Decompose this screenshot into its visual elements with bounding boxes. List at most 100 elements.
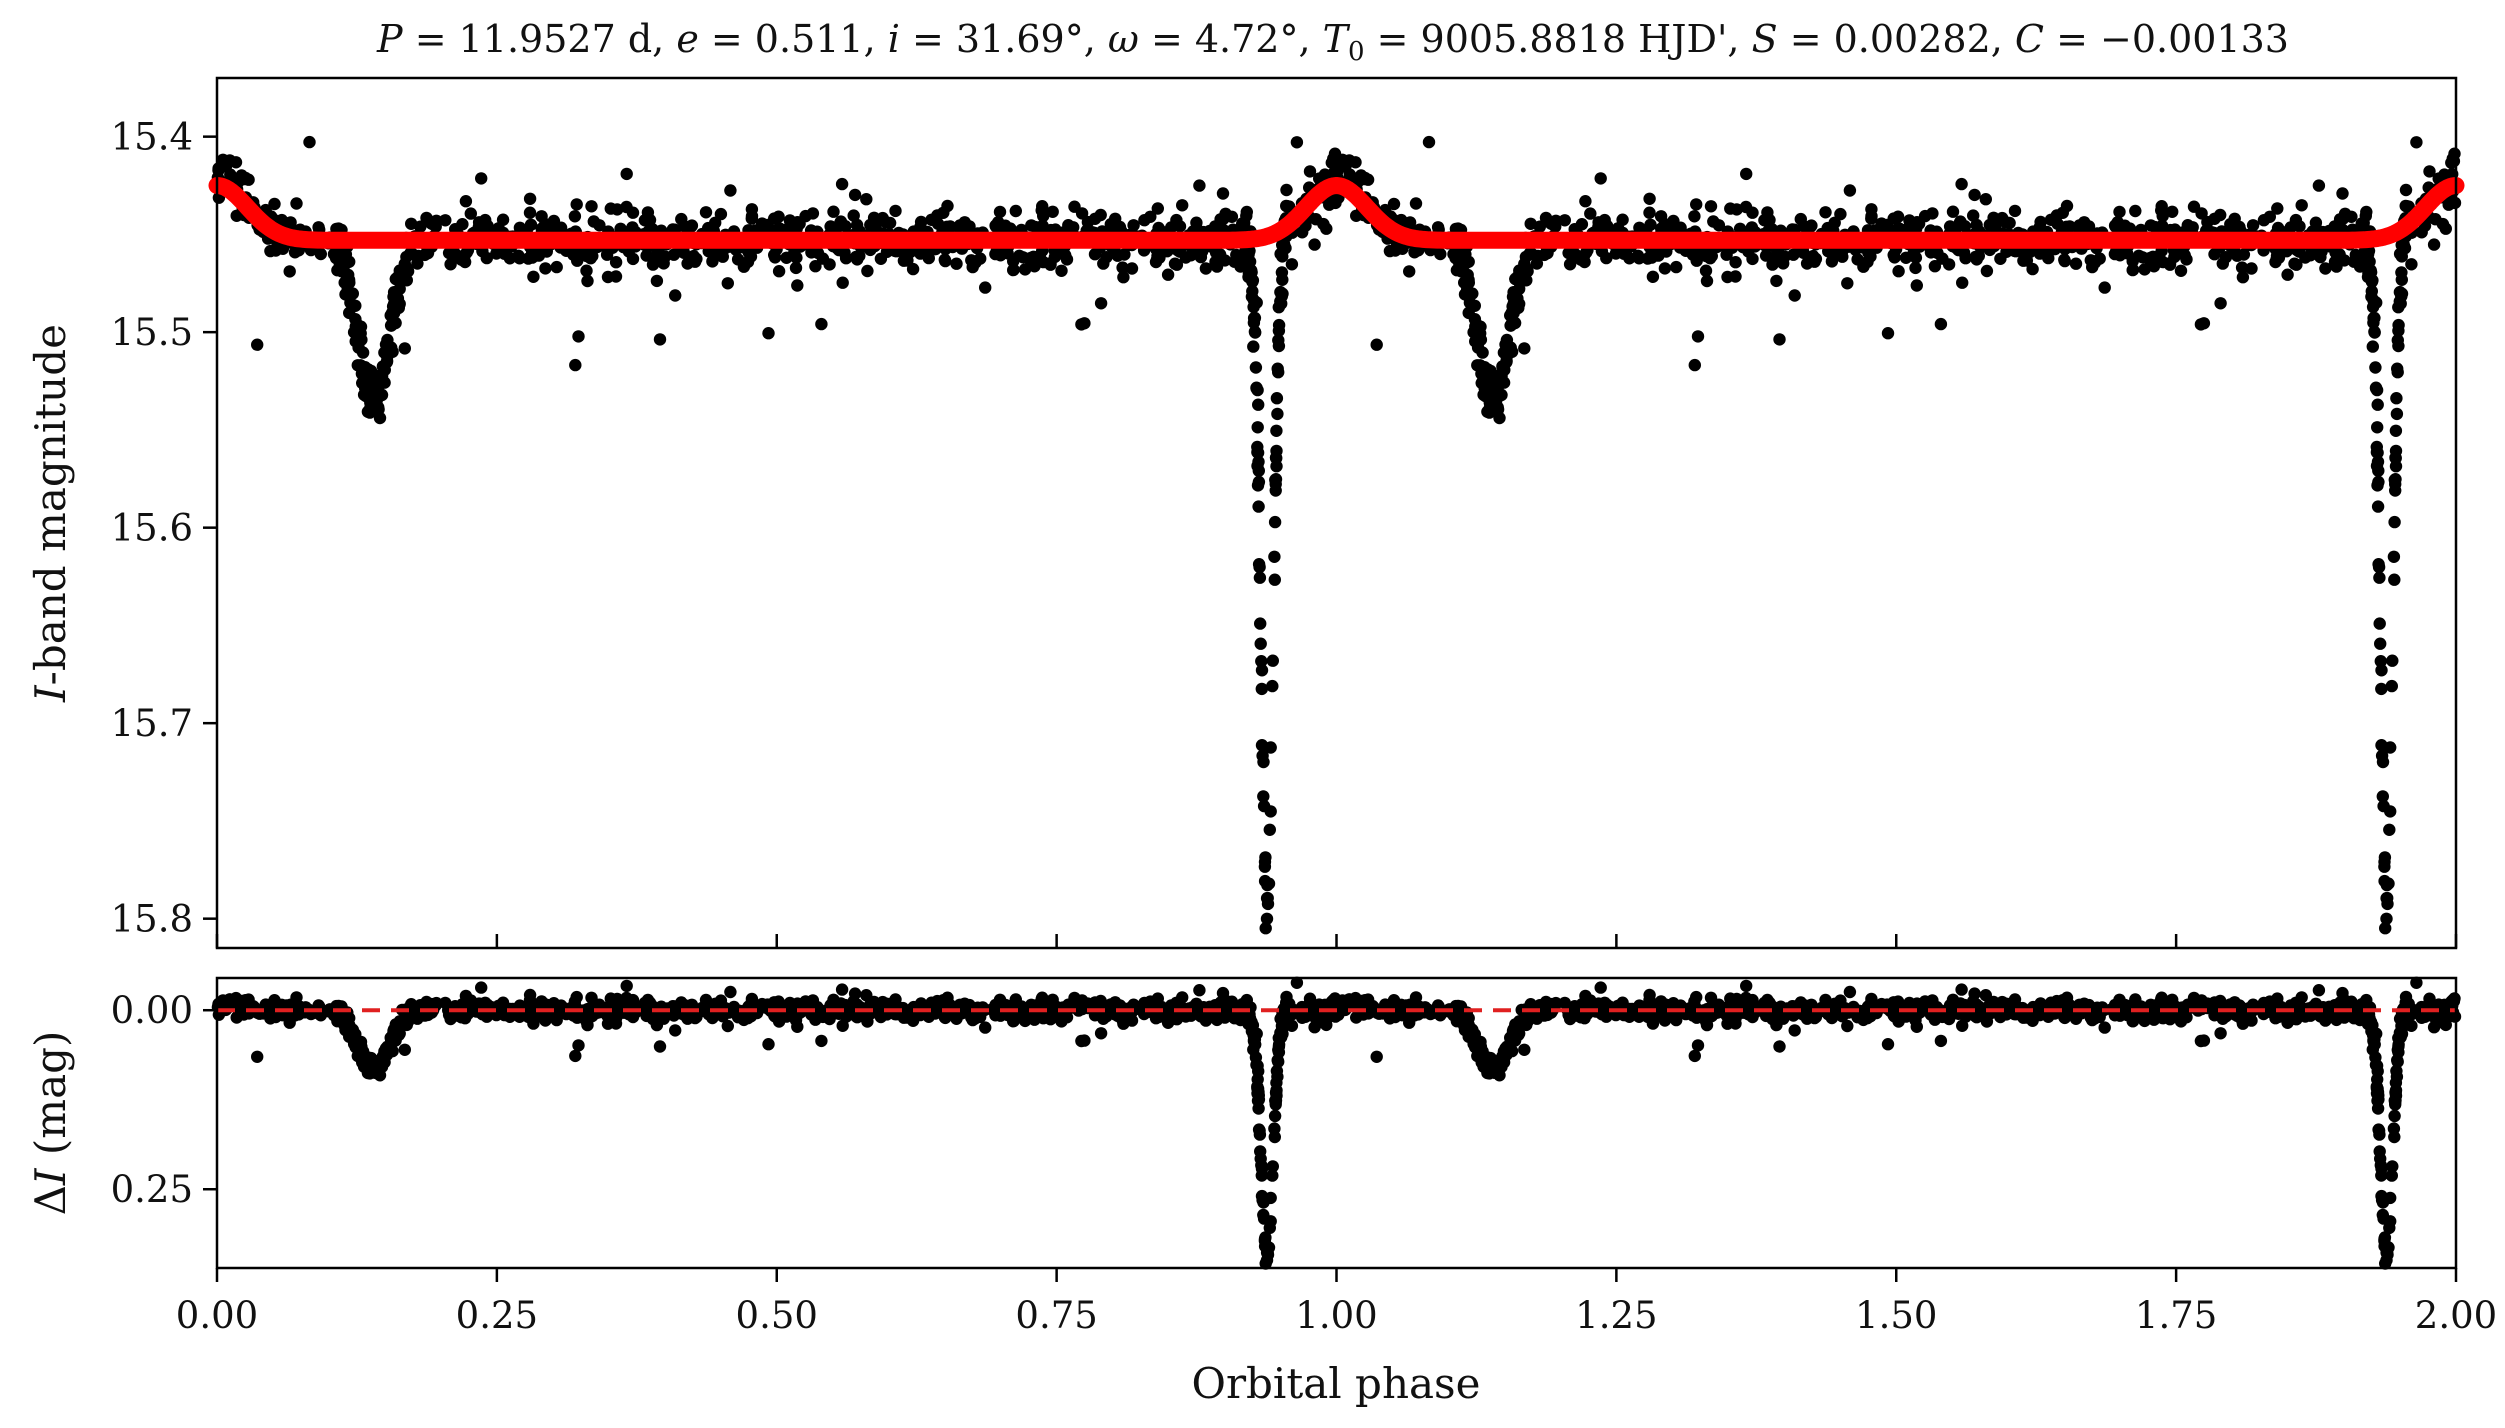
light-curve-point xyxy=(958,216,971,229)
light-curve-point xyxy=(1778,250,1791,263)
light-curve-point xyxy=(2366,340,2379,353)
light-curve-point xyxy=(669,289,682,302)
residual-point xyxy=(2336,986,2349,1000)
light-curve-point xyxy=(2069,257,2083,270)
residual-point xyxy=(398,1043,411,1057)
residual-point xyxy=(1956,1019,1969,1032)
top-y-tick-label: 15.5 xyxy=(111,311,193,354)
light-curve-point xyxy=(1258,860,1272,873)
residual-point xyxy=(915,1001,928,1015)
light-curve-point xyxy=(1409,197,1423,210)
residual-point xyxy=(2375,1189,2388,1203)
residual-point xyxy=(1268,1122,1281,1135)
light-curve-point xyxy=(1024,255,1038,269)
light-curve-point xyxy=(772,210,785,223)
residual-point xyxy=(1643,993,1656,1007)
residual-point xyxy=(2086,1013,2099,1027)
light-curve-point xyxy=(2384,805,2397,818)
top-y-axis-label: I-band magnitude xyxy=(26,324,75,703)
light-curve-point xyxy=(2392,318,2405,332)
residual-point xyxy=(2405,1019,2418,1032)
light-curve-point xyxy=(1264,805,1277,818)
light-curve-point xyxy=(1116,261,1129,274)
residual-point xyxy=(398,1012,411,1026)
residual-point xyxy=(251,1050,264,1064)
light-curve-point xyxy=(1979,193,1993,206)
light-curve-point xyxy=(387,290,400,303)
residual-point xyxy=(1942,1012,1956,1026)
light-curve-point xyxy=(2378,874,2391,888)
light-curve-point xyxy=(1488,404,1502,418)
light-curve-point xyxy=(1670,260,1683,274)
light-curve-point xyxy=(2371,421,2384,434)
residual-point xyxy=(1259,1231,1272,1244)
residual-point xyxy=(361,1056,375,1070)
x-tick-label: 1.75 xyxy=(2135,1294,2217,1337)
light-curve-point xyxy=(1280,200,1294,213)
light-curve-point xyxy=(2098,281,2111,294)
light-curve-point xyxy=(2448,147,2461,160)
light-curve-point xyxy=(2395,266,2408,279)
light-curve-point xyxy=(815,317,828,331)
residual-point xyxy=(2378,1231,2392,1244)
light-curve-point xyxy=(414,220,427,233)
residual-point xyxy=(1266,1160,1280,1173)
light-curve-point xyxy=(650,274,664,288)
light-curve-point xyxy=(2155,200,2168,213)
light-curve-point xyxy=(860,193,873,206)
top-y-tick-label: 15.8 xyxy=(111,898,193,941)
light-curve-point xyxy=(1271,407,1284,421)
light-curve-point xyxy=(1252,500,1265,513)
top-y-tick-label: 15.6 xyxy=(111,507,193,550)
light-curve-point xyxy=(1887,248,1900,262)
light-curve-point xyxy=(2383,823,2396,836)
light-curve-point xyxy=(464,207,477,220)
residual-point xyxy=(475,981,488,994)
light-curve-point xyxy=(1285,258,1299,271)
residual-point xyxy=(1354,994,1368,1008)
light-curve-point xyxy=(1290,136,1304,149)
residual-point xyxy=(568,995,582,1008)
residual-point xyxy=(1967,995,1980,1008)
light-curve-point xyxy=(1009,204,1022,218)
light-curve-point xyxy=(1912,217,1926,230)
light-curve-point xyxy=(503,252,517,265)
light-curve-point xyxy=(2389,477,2402,491)
light-curve-point xyxy=(780,251,793,264)
light-curve-point xyxy=(2368,326,2381,339)
light-curve-point xyxy=(349,323,362,337)
light-curve-point xyxy=(586,249,599,263)
residual-point xyxy=(1881,1038,1895,1051)
light-curve-point xyxy=(1942,258,1956,271)
light-curve-point xyxy=(848,188,862,202)
residual-point xyxy=(2387,1122,2401,1135)
light-curve-point xyxy=(585,200,598,213)
light-curve-point xyxy=(371,373,384,386)
light-curve-point xyxy=(1161,268,1175,281)
residual-point xyxy=(1481,1056,1494,1070)
light-curve-point xyxy=(2148,220,2162,234)
light-curve-point xyxy=(861,264,874,278)
light-curve-point xyxy=(2187,200,2201,213)
light-curve-point xyxy=(2231,249,2244,262)
residual-point xyxy=(554,1006,567,1020)
light-curve-point xyxy=(1258,874,1272,888)
light-curve-point xyxy=(1255,655,1268,668)
residual-point xyxy=(450,1009,463,1022)
light-curve-point xyxy=(1239,248,1252,261)
light-curve-point xyxy=(1690,198,1703,211)
residual-point xyxy=(2375,1162,2388,1175)
residual-point xyxy=(1370,1050,1383,1064)
light-curve-point xyxy=(290,197,303,210)
light-curve-point xyxy=(2387,550,2401,563)
light-curve-point xyxy=(1253,560,1266,574)
top-x-ticks xyxy=(215,934,2458,948)
light-curve-point xyxy=(1275,266,1289,279)
light-curve-point xyxy=(1646,270,1660,283)
light-curve-point xyxy=(1111,249,1124,262)
bottom-panel: 0.00 0.25 0.50 0.75 1.00 1.25 1.50 1.75 2.00 0.0… xyxy=(26,976,2497,1408)
light-curve-point xyxy=(1674,221,1687,234)
residual-point xyxy=(1688,995,1701,1008)
residual-point xyxy=(979,1021,992,1034)
light-curve-point xyxy=(1216,187,1230,200)
